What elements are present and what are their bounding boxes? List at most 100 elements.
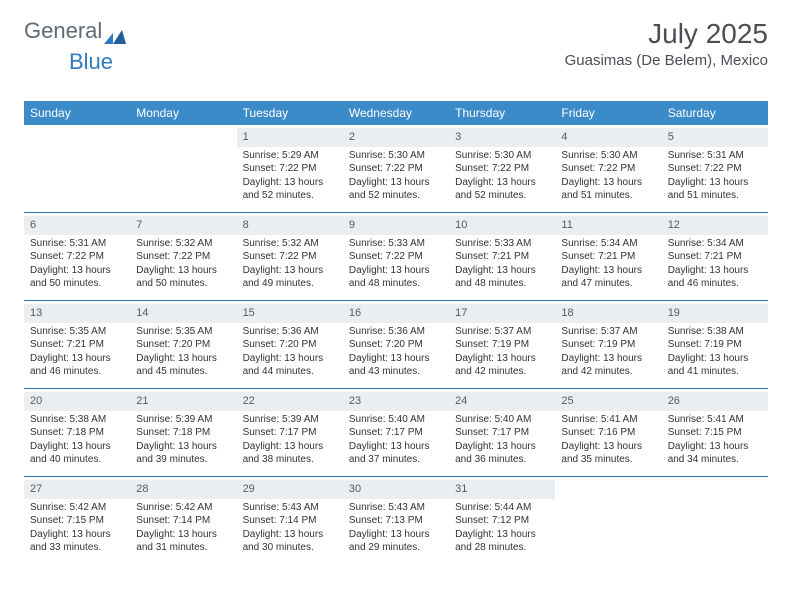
calendar-cell: 8Sunrise: 5:32 AMSunset: 7:22 PMDaylight…: [237, 213, 343, 301]
day-details: Sunrise: 5:30 AMSunset: 7:22 PMDaylight:…: [561, 149, 655, 203]
day-number: 31: [449, 480, 555, 499]
day-details: Sunrise: 5:40 AMSunset: 7:17 PMDaylight:…: [455, 413, 549, 467]
calendar-cell: 28Sunrise: 5:42 AMSunset: 7:14 PMDayligh…: [130, 477, 236, 565]
calendar-cell: 3Sunrise: 5:30 AMSunset: 7:22 PMDaylight…: [449, 125, 555, 213]
day-number: 8: [237, 216, 343, 235]
day-number: 2: [343, 128, 449, 147]
day-number: 19: [662, 304, 768, 323]
day-details: Sunrise: 5:35 AMSunset: 7:20 PMDaylight:…: [136, 325, 230, 379]
day-number: 4: [555, 128, 661, 147]
brand-text-blue: Blue: [69, 49, 113, 74]
day-details: Sunrise: 5:29 AMSunset: 7:22 PMDaylight:…: [243, 149, 337, 203]
calendar-cell: [130, 125, 236, 213]
day-details: Sunrise: 5:31 AMSunset: 7:22 PMDaylight:…: [30, 237, 124, 291]
calendar-cell: 15 Sunrise: 5:36 AMSunset: 7:20 PMDayligh…: [237, 301, 343, 389]
calendar-cell: 30 Sunrise: 5:43 AMSunset: 7:13 PMDayligh…: [343, 477, 449, 565]
day-number: 11: [555, 216, 661, 235]
calendar-cell: 5 Sunrise: 5:31 AMSunset: 7:22 PMDaylight…: [662, 125, 768, 213]
day-number: 24: [449, 392, 555, 411]
day-details: Sunrise: 5:37 AMSunset: 7:19 PMDaylight:…: [455, 325, 549, 379]
calendar-cell: 12 Sunrise: 5:34 AMSunset: 7:21 PMDayligh…: [662, 213, 768, 301]
day-details: Sunrise: 5:33 AMSunset: 7:22 PMDaylight:…: [349, 237, 443, 291]
day-number: 27: [24, 480, 130, 499]
day-number: 1: [237, 128, 343, 147]
calendar-cell: 17 Sunrise: 5:37 AMSunset: 7:19 PMDayligh…: [449, 301, 555, 389]
day-details: Sunrise: 5:30 AMSunset: 7:22 PMDaylight:…: [349, 149, 443, 203]
day-details: Sunrise: 5:41 AMSunset: 7:16 PMDaylight:…: [561, 413, 655, 467]
day-number: 15: [237, 304, 343, 323]
calendar-cell: 4 Sunrise: 5:30 AMSunset: 7:22 PMDaylight…: [555, 125, 661, 213]
day-number: 18: [555, 304, 661, 323]
col-header: Thursday: [449, 101, 555, 125]
day-details: Sunrise: 5:37 AMSunset: 7:19 PMDaylight:…: [561, 325, 655, 379]
day-number: 25: [555, 392, 661, 411]
day-number: 12: [662, 216, 768, 235]
brand-mark-icon: [104, 24, 126, 38]
col-header: Tuesday: [237, 101, 343, 125]
calendar-cell: 16Sunrise: 5:36 AMSunset: 7:20 PMDayligh…: [343, 301, 449, 389]
calendar-cell: 6 Sunrise: 5:31 AMSunset: 7:22 PMDaylight…: [24, 213, 130, 301]
day-number: 29: [237, 480, 343, 499]
calendar-cell: 19Sunrise: 5:38 AMSunset: 7:19 PMDayligh…: [662, 301, 768, 389]
day-number: 16: [343, 304, 449, 323]
brand-text-general: General: [24, 18, 102, 44]
day-details: Sunrise: 5:42 AMSunset: 7:15 PMDaylight:…: [30, 501, 124, 555]
col-header: Wednesday: [343, 101, 449, 125]
day-number: 10: [449, 216, 555, 235]
col-header: Sunday: [24, 101, 130, 125]
day-details: Sunrise: 5:41 AMSunset: 7:15 PMDaylight:…: [668, 413, 762, 467]
day-details: Sunrise: 5:39 AMSunset: 7:18 PMDaylight:…: [136, 413, 230, 467]
calendar-cell: 21Sunrise: 5:39 AMSunset: 7:18 PMDayligh…: [130, 389, 236, 477]
day-details: Sunrise: 5:32 AMSunset: 7:22 PMDaylight:…: [136, 237, 230, 291]
calendar-cell: 24 Sunrise: 5:40 AMSunset: 7:17 PMDayligh…: [449, 389, 555, 477]
day-details: Sunrise: 5:34 AMSunset: 7:21 PMDaylight:…: [561, 237, 655, 291]
calendar-cell: 29 Sunrise: 5:43 AMSunset: 7:14 PMDayligh…: [237, 477, 343, 565]
day-details: Sunrise: 5:43 AMSunset: 7:14 PMDaylight:…: [243, 501, 337, 555]
day-number: 17: [449, 304, 555, 323]
calendar-cell: [24, 125, 130, 213]
day-number: 14: [130, 304, 236, 323]
calendar-cell: 20 Sunrise: 5:38 AMSunset: 7:18 PMDayligh…: [24, 389, 130, 477]
calendar-week-row: 1 Sunrise: 5:29 AMSunset: 7:22 PMDaylight…: [24, 125, 768, 213]
calendar-week-row: 27 Sunrise: 5:42 AMSunset: 7:15 PMDayligh…: [24, 477, 768, 565]
day-details: Sunrise: 5:36 AMSunset: 7:20 PMDaylight:…: [243, 325, 337, 379]
calendar-cell: 27 Sunrise: 5:42 AMSunset: 7:15 PMDayligh…: [24, 477, 130, 565]
calendar-cell: [555, 477, 661, 565]
day-number: 6: [24, 216, 130, 235]
day-number: 23: [343, 392, 449, 411]
day-details: Sunrise: 5:34 AMSunset: 7:21 PMDaylight:…: [668, 237, 762, 291]
col-header: Friday: [555, 101, 661, 125]
day-details: Sunrise: 5:40 AMSunset: 7:17 PMDaylight:…: [349, 413, 443, 467]
calendar-cell: 9 Sunrise: 5:33 AMSunset: 7:22 PMDaylight…: [343, 213, 449, 301]
calendar-cell: [662, 477, 768, 565]
day-number: 20: [24, 392, 130, 411]
day-details: Sunrise: 5:30 AMSunset: 7:22 PMDaylight:…: [455, 149, 549, 203]
calendar-cell: 31Sunrise: 5:44 AMSunset: 7:12 PMDayligh…: [449, 477, 555, 565]
day-number: 26: [662, 392, 768, 411]
day-number: 5: [662, 128, 768, 147]
day-number: 22: [237, 392, 343, 411]
day-number: 30: [343, 480, 449, 499]
calendar-cell: 25 Sunrise: 5:41 AMSunset: 7:16 PMDayligh…: [555, 389, 661, 477]
calendar-cell: 26 Sunrise: 5:41 AMSunset: 7:15 PMDayligh…: [662, 389, 768, 477]
calendar-table: Sunday Monday Tuesday Wednesday Thursday…: [24, 101, 768, 564]
day-number: 13: [24, 304, 130, 323]
day-details: Sunrise: 5:38 AMSunset: 7:18 PMDaylight:…: [30, 413, 124, 467]
day-details: Sunrise: 5:31 AMSunset: 7:22 PMDaylight:…: [668, 149, 762, 203]
col-header: Saturday: [662, 101, 768, 125]
calendar-cell: 22 Sunrise: 5:39 AMSunset: 7:17 PMDayligh…: [237, 389, 343, 477]
day-details: Sunrise: 5:39 AMSunset: 7:17 PMDaylight:…: [243, 413, 337, 467]
day-details: Sunrise: 5:43 AMSunset: 7:13 PMDaylight:…: [349, 501, 443, 555]
day-details: Sunrise: 5:33 AMSunset: 7:21 PMDaylight:…: [455, 237, 549, 291]
page-title: July 2025: [565, 18, 768, 50]
calendar-header-row: Sunday Monday Tuesday Wednesday Thursday…: [24, 101, 768, 125]
calendar-week-row: 20 Sunrise: 5:38 AMSunset: 7:18 PMDayligh…: [24, 389, 768, 477]
calendar-week-row: 13 Sunrise: 5:35 AMSunset: 7:21 PMDayligh…: [24, 301, 768, 389]
day-number: 9: [343, 216, 449, 235]
calendar-cell: 11 Sunrise: 5:34 AMSunset: 7:21 PMDayligh…: [555, 213, 661, 301]
calendar-cell: 2 Sunrise: 5:30 AMSunset: 7:22 PMDaylight…: [343, 125, 449, 213]
col-header: Monday: [130, 101, 236, 125]
calendar-cell: 1 Sunrise: 5:29 AMSunset: 7:22 PMDaylight…: [237, 125, 343, 213]
calendar-week-row: 6 Sunrise: 5:31 AMSunset: 7:22 PMDaylight…: [24, 213, 768, 301]
day-details: Sunrise: 5:35 AMSunset: 7:21 PMDaylight:…: [30, 325, 124, 379]
